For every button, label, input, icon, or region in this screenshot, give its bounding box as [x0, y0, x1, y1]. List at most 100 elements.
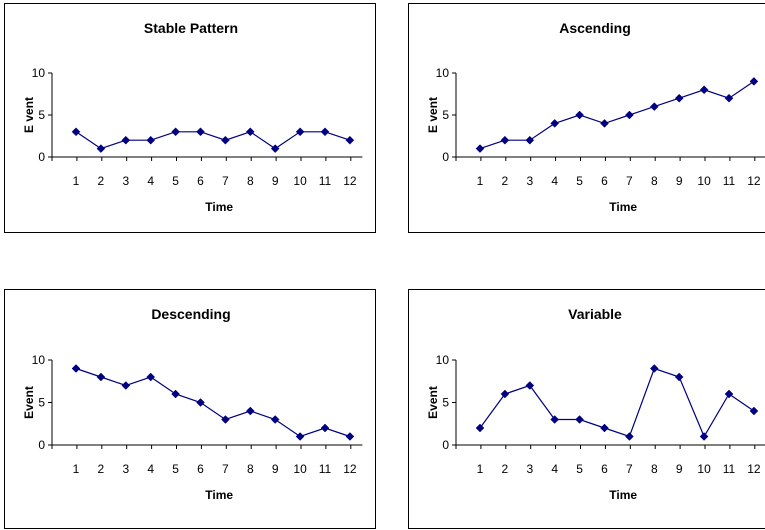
data-point	[601, 119, 609, 127]
x-tick-label: 12	[343, 462, 357, 476]
y-tick-label: 0	[442, 438, 449, 452]
x-tick-label: 5	[576, 174, 583, 188]
data-point	[321, 128, 329, 136]
x-tick-label: 6	[601, 462, 608, 476]
x-tick-label: 5	[576, 462, 583, 476]
x-tick-label: 2	[502, 174, 509, 188]
data-point	[321, 424, 329, 432]
x-tick-label: 5	[172, 462, 179, 476]
data-point	[147, 136, 155, 144]
x-tick-label: 8	[247, 174, 254, 188]
data-point	[526, 136, 534, 144]
x-tick-label: 10	[697, 174, 711, 188]
y-tick-label: 5	[442, 108, 449, 122]
x-tick-label: 2	[502, 462, 509, 476]
x-tick-label: 3	[122, 462, 129, 476]
data-point	[750, 407, 758, 415]
data-point	[601, 424, 609, 432]
data-point	[501, 390, 509, 398]
x-tick-label: 7	[626, 462, 633, 476]
x-tick-label: 4	[551, 174, 558, 188]
y-tick-label: 5	[38, 108, 45, 122]
data-point	[725, 390, 733, 398]
data-point	[700, 86, 708, 94]
data-point	[476, 424, 484, 432]
data-point	[221, 416, 229, 424]
x-tick-label: 9	[676, 174, 683, 188]
x-tick-label: 3	[526, 462, 533, 476]
y-axis-title: Event	[426, 386, 440, 419]
data-point	[576, 111, 584, 119]
data-point	[172, 390, 180, 398]
x-tick-label: 4	[551, 462, 558, 476]
x-tick-label: 3	[526, 174, 533, 188]
data-point	[122, 136, 130, 144]
data-point	[197, 128, 205, 136]
data-point	[172, 128, 180, 136]
data-point	[476, 145, 484, 153]
data-point	[675, 94, 683, 102]
y-tick-label: 10	[436, 353, 450, 367]
x-tick-label: 10	[293, 174, 307, 188]
data-point	[72, 128, 80, 136]
x-tick-label: 1	[73, 462, 80, 476]
chart-panel-variable: Variable 0 5 10 1 2 3 4 5 6 7 8 9 10 11 12 Time Event	[408, 289, 765, 529]
x-tick-label: 2	[98, 462, 105, 476]
x-tick-label: 11	[723, 174, 736, 188]
data-point	[700, 433, 708, 441]
data-point	[346, 433, 354, 441]
x-tick-label: 8	[247, 462, 254, 476]
x-tick-label: 4	[147, 174, 154, 188]
chart-title: Ascending	[559, 20, 631, 36]
series-line	[480, 81, 754, 148]
data-point	[97, 373, 105, 381]
data-point	[147, 373, 155, 381]
x-tick-label: 8	[651, 174, 658, 188]
x-axis-title: Time	[205, 200, 233, 214]
data-point	[271, 145, 279, 153]
data-point	[271, 416, 279, 424]
chart-title: Variable	[568, 306, 622, 322]
x-tick-label: 1	[477, 174, 484, 188]
data-point	[246, 128, 254, 136]
x-axis-title: Time	[609, 488, 637, 502]
data-point	[551, 119, 559, 127]
y-axis-title: E vent	[22, 97, 36, 133]
data-point	[725, 94, 733, 102]
x-tick-label: 8	[651, 462, 658, 476]
x-tick-label: 10	[697, 462, 711, 476]
data-point	[346, 136, 354, 144]
x-tick-label: 7	[626, 174, 633, 188]
data-point	[551, 416, 559, 424]
x-tick-label: 9	[272, 462, 279, 476]
x-tick-label: 6	[197, 462, 204, 476]
data-point	[675, 373, 683, 381]
x-tick-label: 1	[73, 174, 80, 188]
data-point	[625, 111, 633, 119]
x-axis-title: Time	[609, 200, 637, 214]
y-tick-label: 10	[32, 66, 46, 80]
x-tick-label: 5	[172, 174, 179, 188]
x-tick-label: 1	[477, 462, 484, 476]
x-tick-label: 9	[272, 174, 279, 188]
x-tick-label: 4	[147, 462, 154, 476]
series-line	[480, 369, 754, 437]
y-axis-title: Event	[22, 386, 36, 419]
x-tick-label: 9	[676, 462, 683, 476]
data-point	[97, 145, 105, 153]
series-line	[76, 132, 350, 149]
x-tick-label: 11	[319, 174, 332, 188]
x-tick-label: 12	[747, 174, 761, 188]
chart-panel-ascending: Ascending 0 5 10 1 2 3 4 5 6 7 8 9 10 11 12 Time E vent	[408, 3, 765, 233]
chart-panel-stable-pattern: Stable Pattern 0 5 10 1 2 3 4 5 6 7 8 9 10 11 12 Time E v…	[4, 3, 376, 233]
x-tick-label: 2	[98, 174, 105, 188]
y-tick-label: 10	[436, 66, 450, 80]
y-axis-title: E vent	[426, 97, 440, 133]
x-axis-title: Time	[205, 488, 233, 502]
y-tick-label: 0	[38, 150, 45, 164]
y-tick-label: 0	[38, 438, 45, 452]
data-point	[650, 365, 658, 373]
